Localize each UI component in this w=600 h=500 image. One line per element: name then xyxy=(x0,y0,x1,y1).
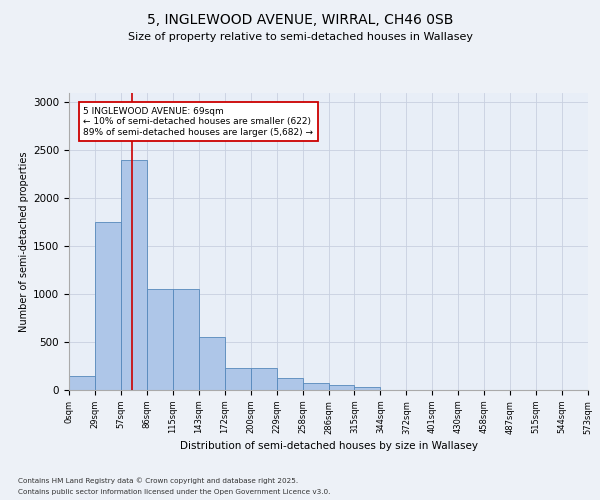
Bar xyxy=(173,289,199,390)
Bar xyxy=(121,160,147,390)
Y-axis label: Number of semi-detached properties: Number of semi-detached properties xyxy=(19,151,29,332)
Bar xyxy=(147,289,173,390)
Text: 5, INGLEWOOD AVENUE, WIRRAL, CH46 0SB: 5, INGLEWOOD AVENUE, WIRRAL, CH46 0SB xyxy=(147,12,453,26)
Bar xyxy=(95,222,121,390)
Bar xyxy=(251,368,277,390)
Bar xyxy=(69,376,95,390)
Text: Contains public sector information licensed under the Open Government Licence v3: Contains public sector information licen… xyxy=(18,489,331,495)
Bar xyxy=(225,368,251,390)
Text: Contains HM Land Registry data © Crown copyright and database right 2025.: Contains HM Land Registry data © Crown c… xyxy=(18,478,298,484)
X-axis label: Distribution of semi-detached houses by size in Wallasey: Distribution of semi-detached houses by … xyxy=(179,440,478,450)
Bar xyxy=(199,337,224,390)
Text: Size of property relative to semi-detached houses in Wallasey: Size of property relative to semi-detach… xyxy=(128,32,473,42)
Bar xyxy=(277,378,302,390)
Bar xyxy=(302,383,329,390)
Text: 5 INGLEWOOD AVENUE: 69sqm
← 10% of semi-detached houses are smaller (622)
89% of: 5 INGLEWOOD AVENUE: 69sqm ← 10% of semi-… xyxy=(83,107,313,136)
Bar xyxy=(329,385,355,390)
Bar xyxy=(355,387,380,390)
